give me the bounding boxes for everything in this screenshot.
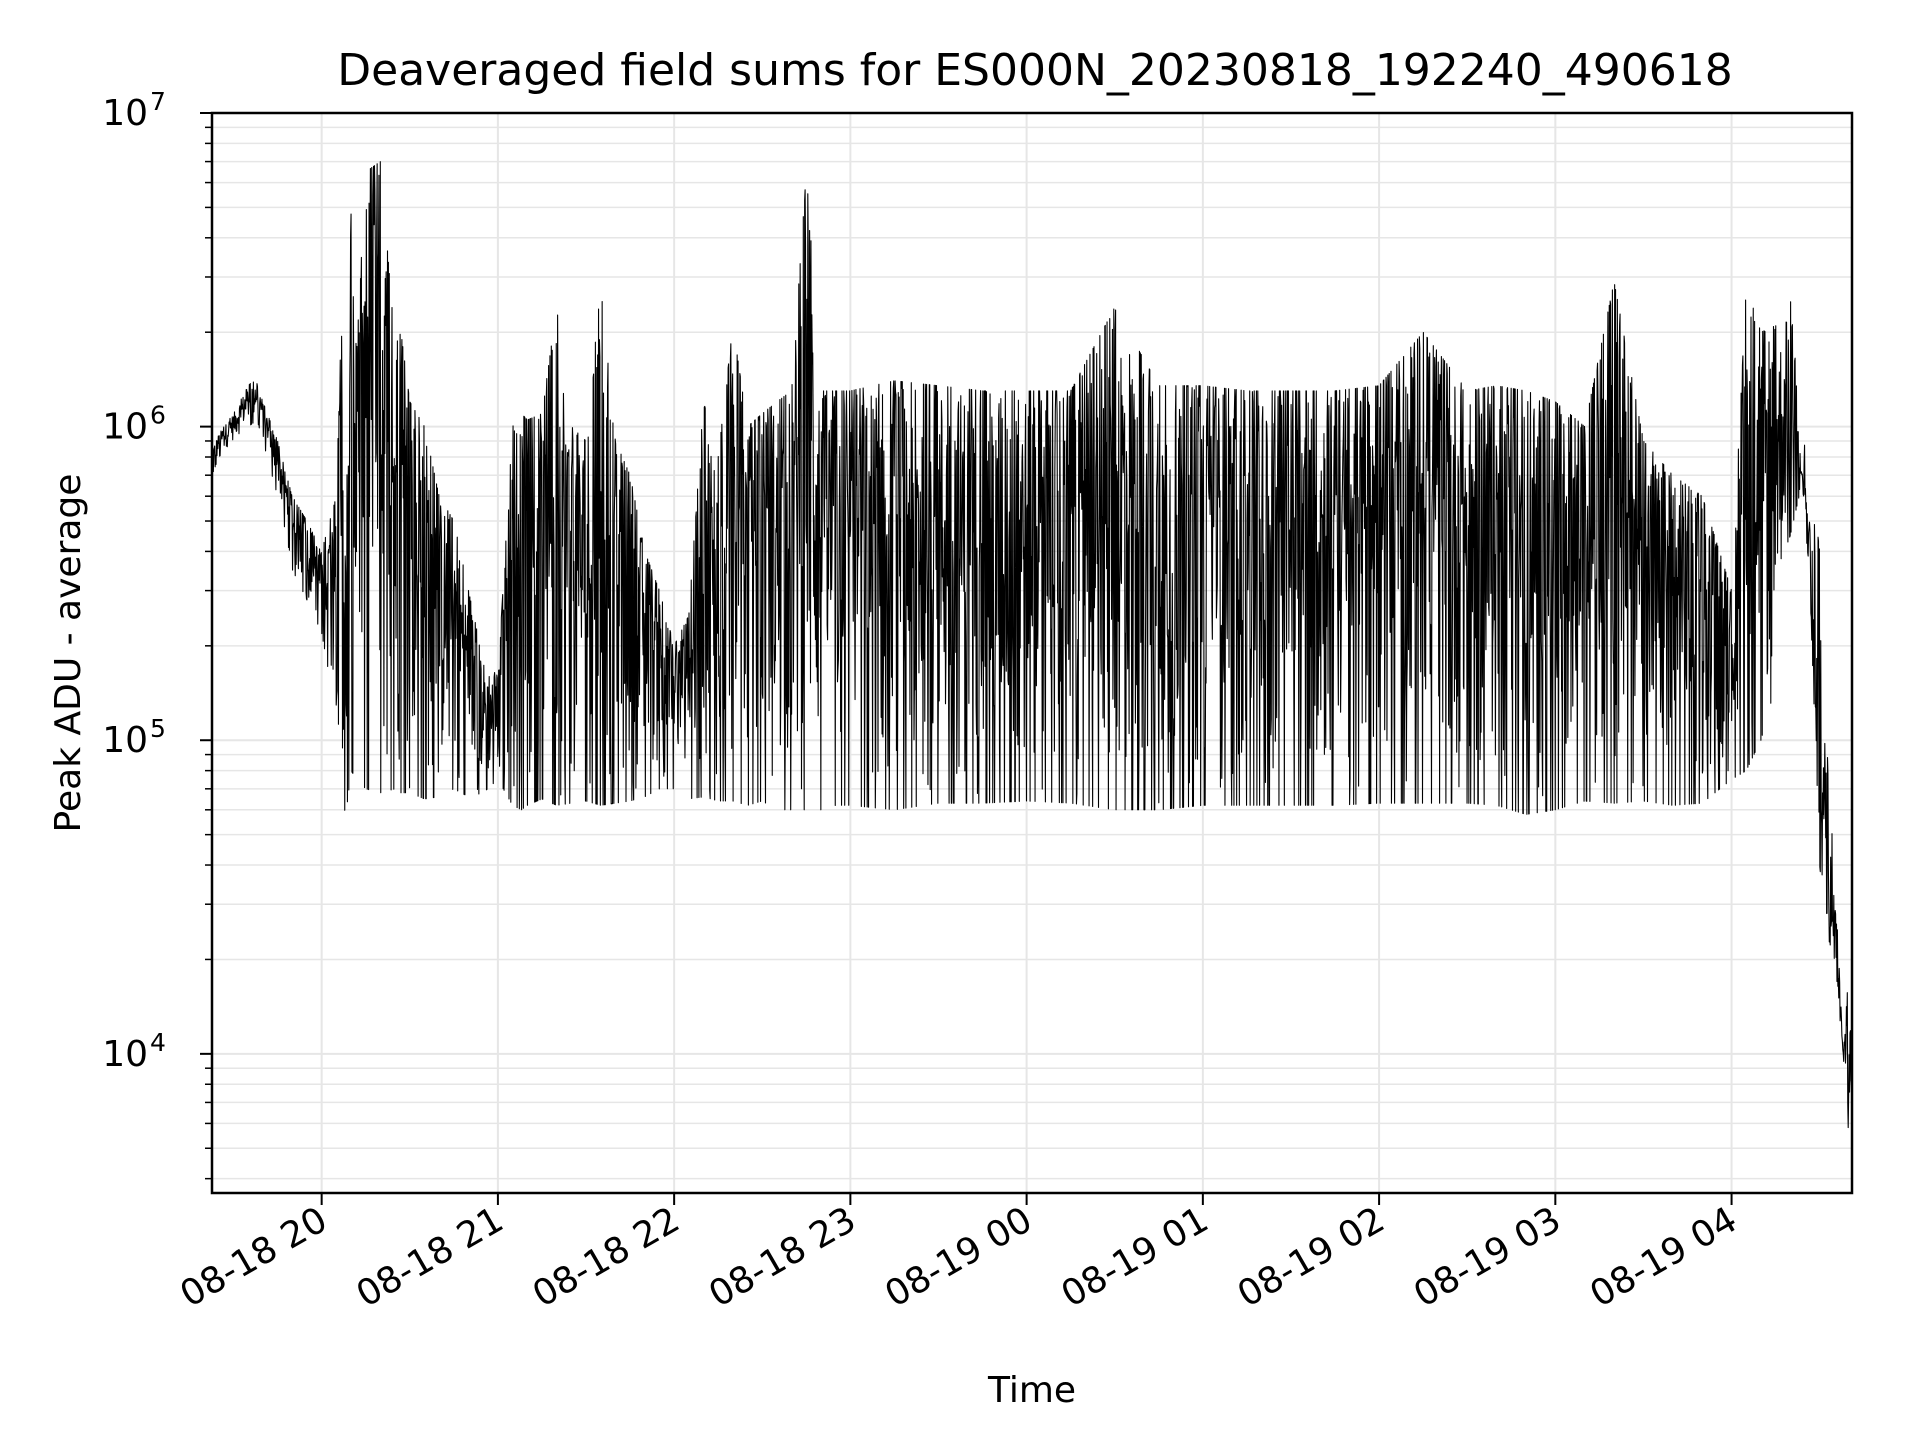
- y-tick-label: 10: [102, 407, 148, 448]
- chart-title: Deaveraged field sums for ES000N_2023081…: [337, 45, 1733, 96]
- y-tick-label: 10: [102, 93, 148, 134]
- y-tick-label: 10: [102, 1034, 148, 1075]
- y-tick-label-exponent: 7: [150, 87, 166, 116]
- x-axis-label: Time: [987, 1370, 1076, 1411]
- y-tick-label: 10: [102, 720, 148, 761]
- plot-area-frame: [210, 111, 1854, 1195]
- data-series: [211, 161, 1853, 1129]
- y-tick-label-exponent: 4: [150, 1028, 166, 1057]
- y-tick-label-exponent: 5: [150, 714, 166, 743]
- y-axis-label: Peak ADU - average: [48, 474, 89, 833]
- series-line: [211, 161, 1853, 1129]
- y-tick-label-exponent: 6: [150, 401, 166, 430]
